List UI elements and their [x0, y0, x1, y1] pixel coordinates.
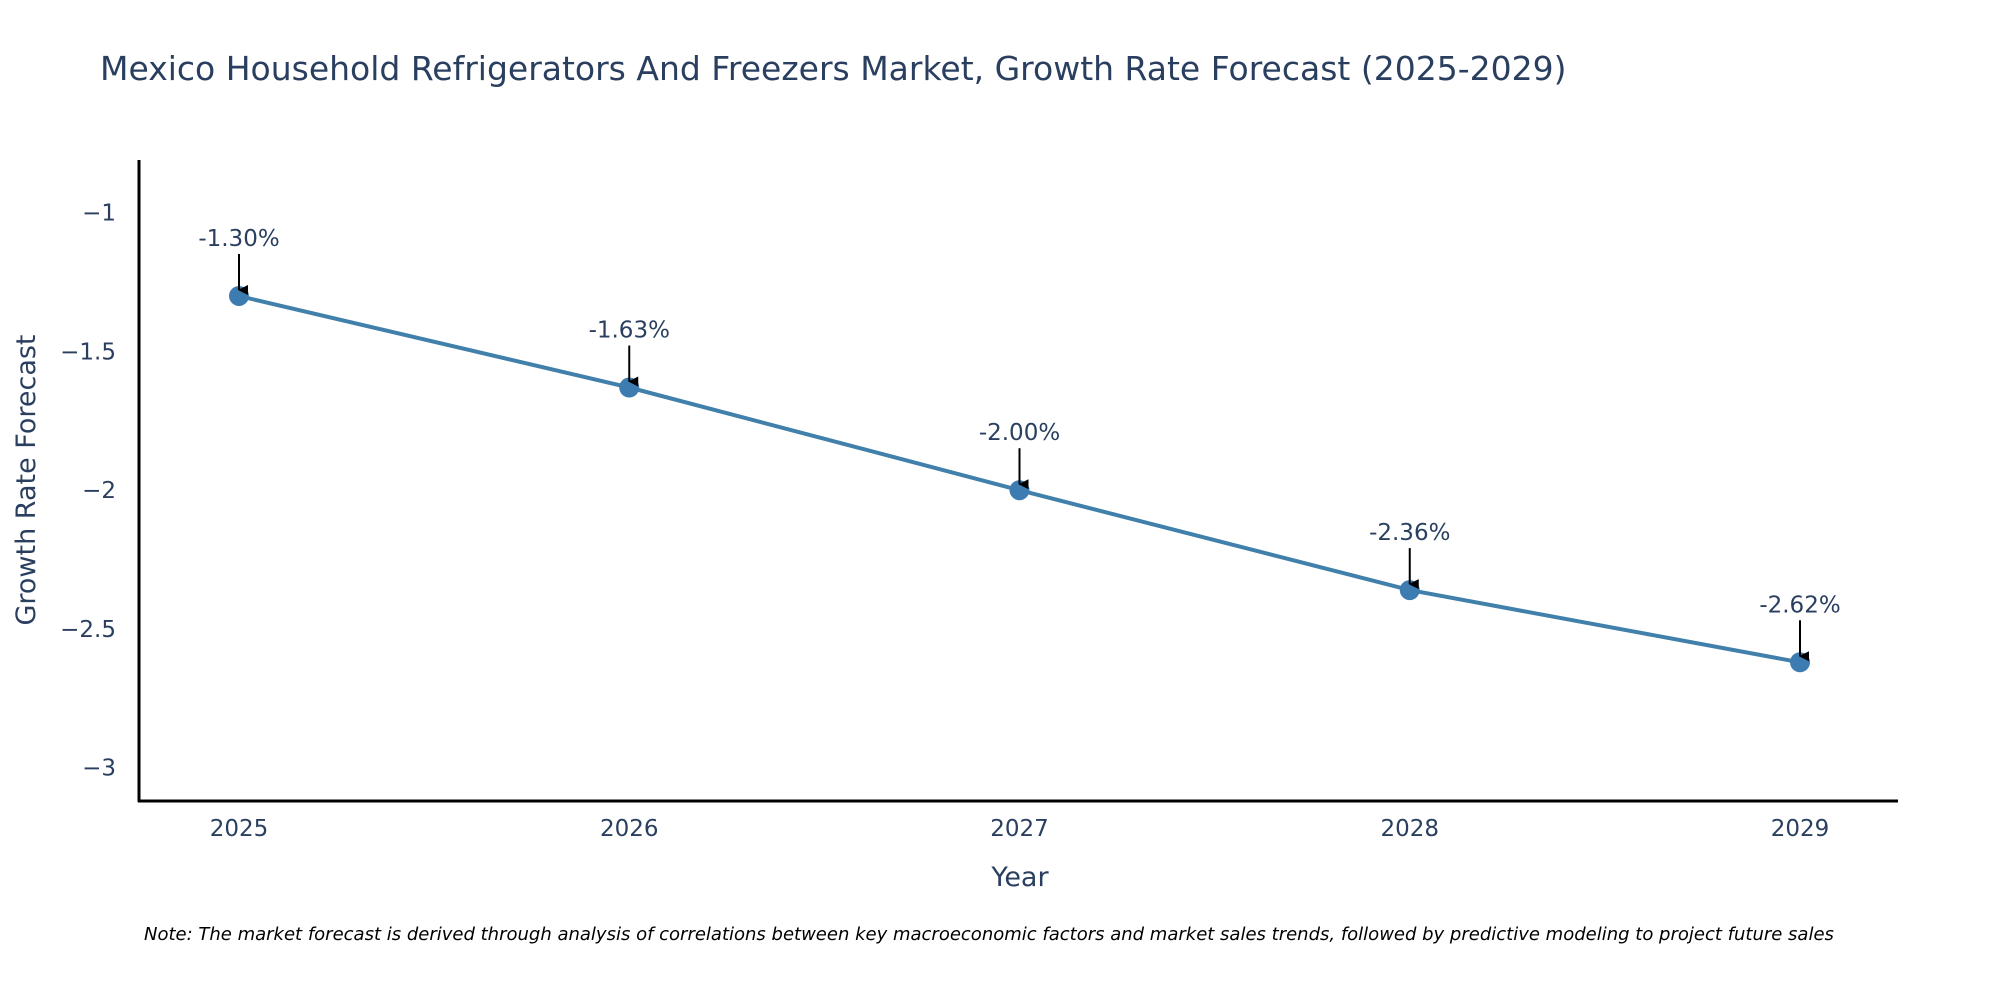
data-label-2027: -2.00% — [979, 420, 1060, 446]
data-label-2029: -2.62% — [1759, 592, 1840, 618]
x-axis-title: Year — [990, 862, 1049, 893]
y-tick-label: −3 — [82, 756, 116, 782]
data-label-2028: -2.36% — [1369, 520, 1450, 546]
x-tick-label: 2027 — [990, 816, 1049, 842]
data-annotations: -1.30% -1.63% -2.00% -2.36% -2.62% — [198, 226, 1841, 662]
x-tick-group: 2025 2026 2027 2028 2029 — [210, 816, 1830, 842]
chart-title: Mexico Household Refrigerators And Freez… — [100, 49, 1566, 88]
y-tick-label: −2.5 — [60, 617, 116, 643]
x-tick-label: 2026 — [600, 816, 659, 842]
plot-area: −1 −1.5 −2 −2.5 −3 2025 2026 2027 2028 2029 -1.3… — [60, 160, 1898, 842]
x-tick-label: 2028 — [1380, 816, 1439, 842]
y-tick-group: −1 −1.5 −2 −2.5 −3 — [60, 201, 116, 782]
y-axis-title: Growth Rate Forecast — [11, 334, 42, 625]
data-label-2026: -1.63% — [589, 318, 670, 344]
x-tick-label: 2029 — [1771, 816, 1830, 842]
y-tick-label: −2 — [82, 478, 116, 504]
footnote: Note: The market forecast is derived thr… — [144, 924, 1834, 945]
x-tick-label: 2025 — [210, 816, 269, 842]
y-tick-label: −1.5 — [60, 339, 116, 365]
y-tick-label: −1 — [82, 201, 116, 227]
data-label-2025: -1.30% — [198, 226, 279, 252]
